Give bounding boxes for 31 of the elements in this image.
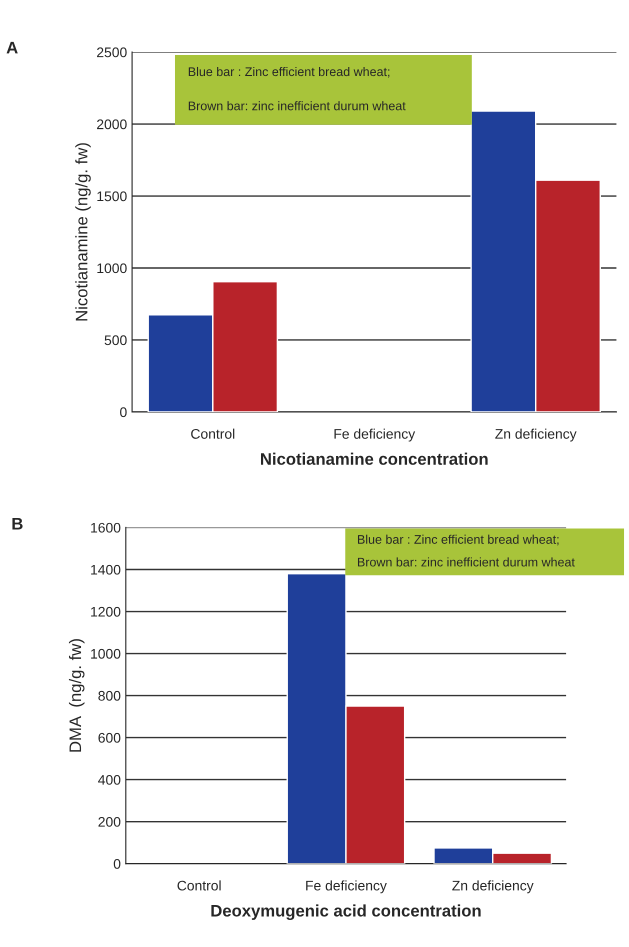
annotation: Blue bar : Zinc efficient bread wheat; (358, 534, 558, 546)
y-tick-label: 1000 (97, 263, 127, 274)
y-tick-label: 2000 (97, 119, 127, 130)
y-tick-label: 1400 (91, 564, 120, 575)
y-tick-label: 400 (98, 774, 120, 785)
x-axis-title: Nicotianamine concentration (261, 452, 488, 465)
y-tick-label: 1500 (97, 191, 127, 202)
x-tick-label: Control (191, 428, 234, 439)
x-tick-label: Fe deficiency (306, 880, 387, 894)
y-tick-label: 0 (114, 859, 120, 869)
y-axis-title: DMA (ng/g. fw) (68, 639, 84, 752)
y-axis-title: Nicotianamine (ng/g. fw) (75, 143, 91, 320)
y-tick-label: 500 (104, 335, 127, 346)
annotation: Blue bar : Zinc efficient bread wheat; (188, 66, 390, 78)
text: A (6, 42, 18, 54)
y-tick-label: 600 (98, 732, 120, 743)
y-tick-label: 200 (98, 816, 120, 827)
x-tick-label: Zn deficiency (495, 428, 577, 442)
y-tick-label: 2500 (97, 47, 127, 58)
y-tick-label: 1600 (91, 522, 120, 533)
y-tick-label: 0 (120, 407, 127, 418)
x-tick-label: Control (178, 880, 221, 891)
x-axis-title: Deoxymugenic acid concentration (211, 904, 481, 920)
y-tick-label: 800 (98, 690, 120, 701)
y-tick-label: 1000 (91, 648, 120, 659)
annotation: Brown bar: zinc inefficient durum wheat (188, 101, 406, 110)
text: B (12, 518, 23, 530)
x-tick-label: Zn deficiency (452, 880, 534, 894)
annotation: Brown bar: zinc inefficient durum wheat (358, 557, 575, 567)
x-tick-label: Fe deficiency (334, 428, 416, 442)
y-tick-label: 1200 (91, 606, 120, 617)
